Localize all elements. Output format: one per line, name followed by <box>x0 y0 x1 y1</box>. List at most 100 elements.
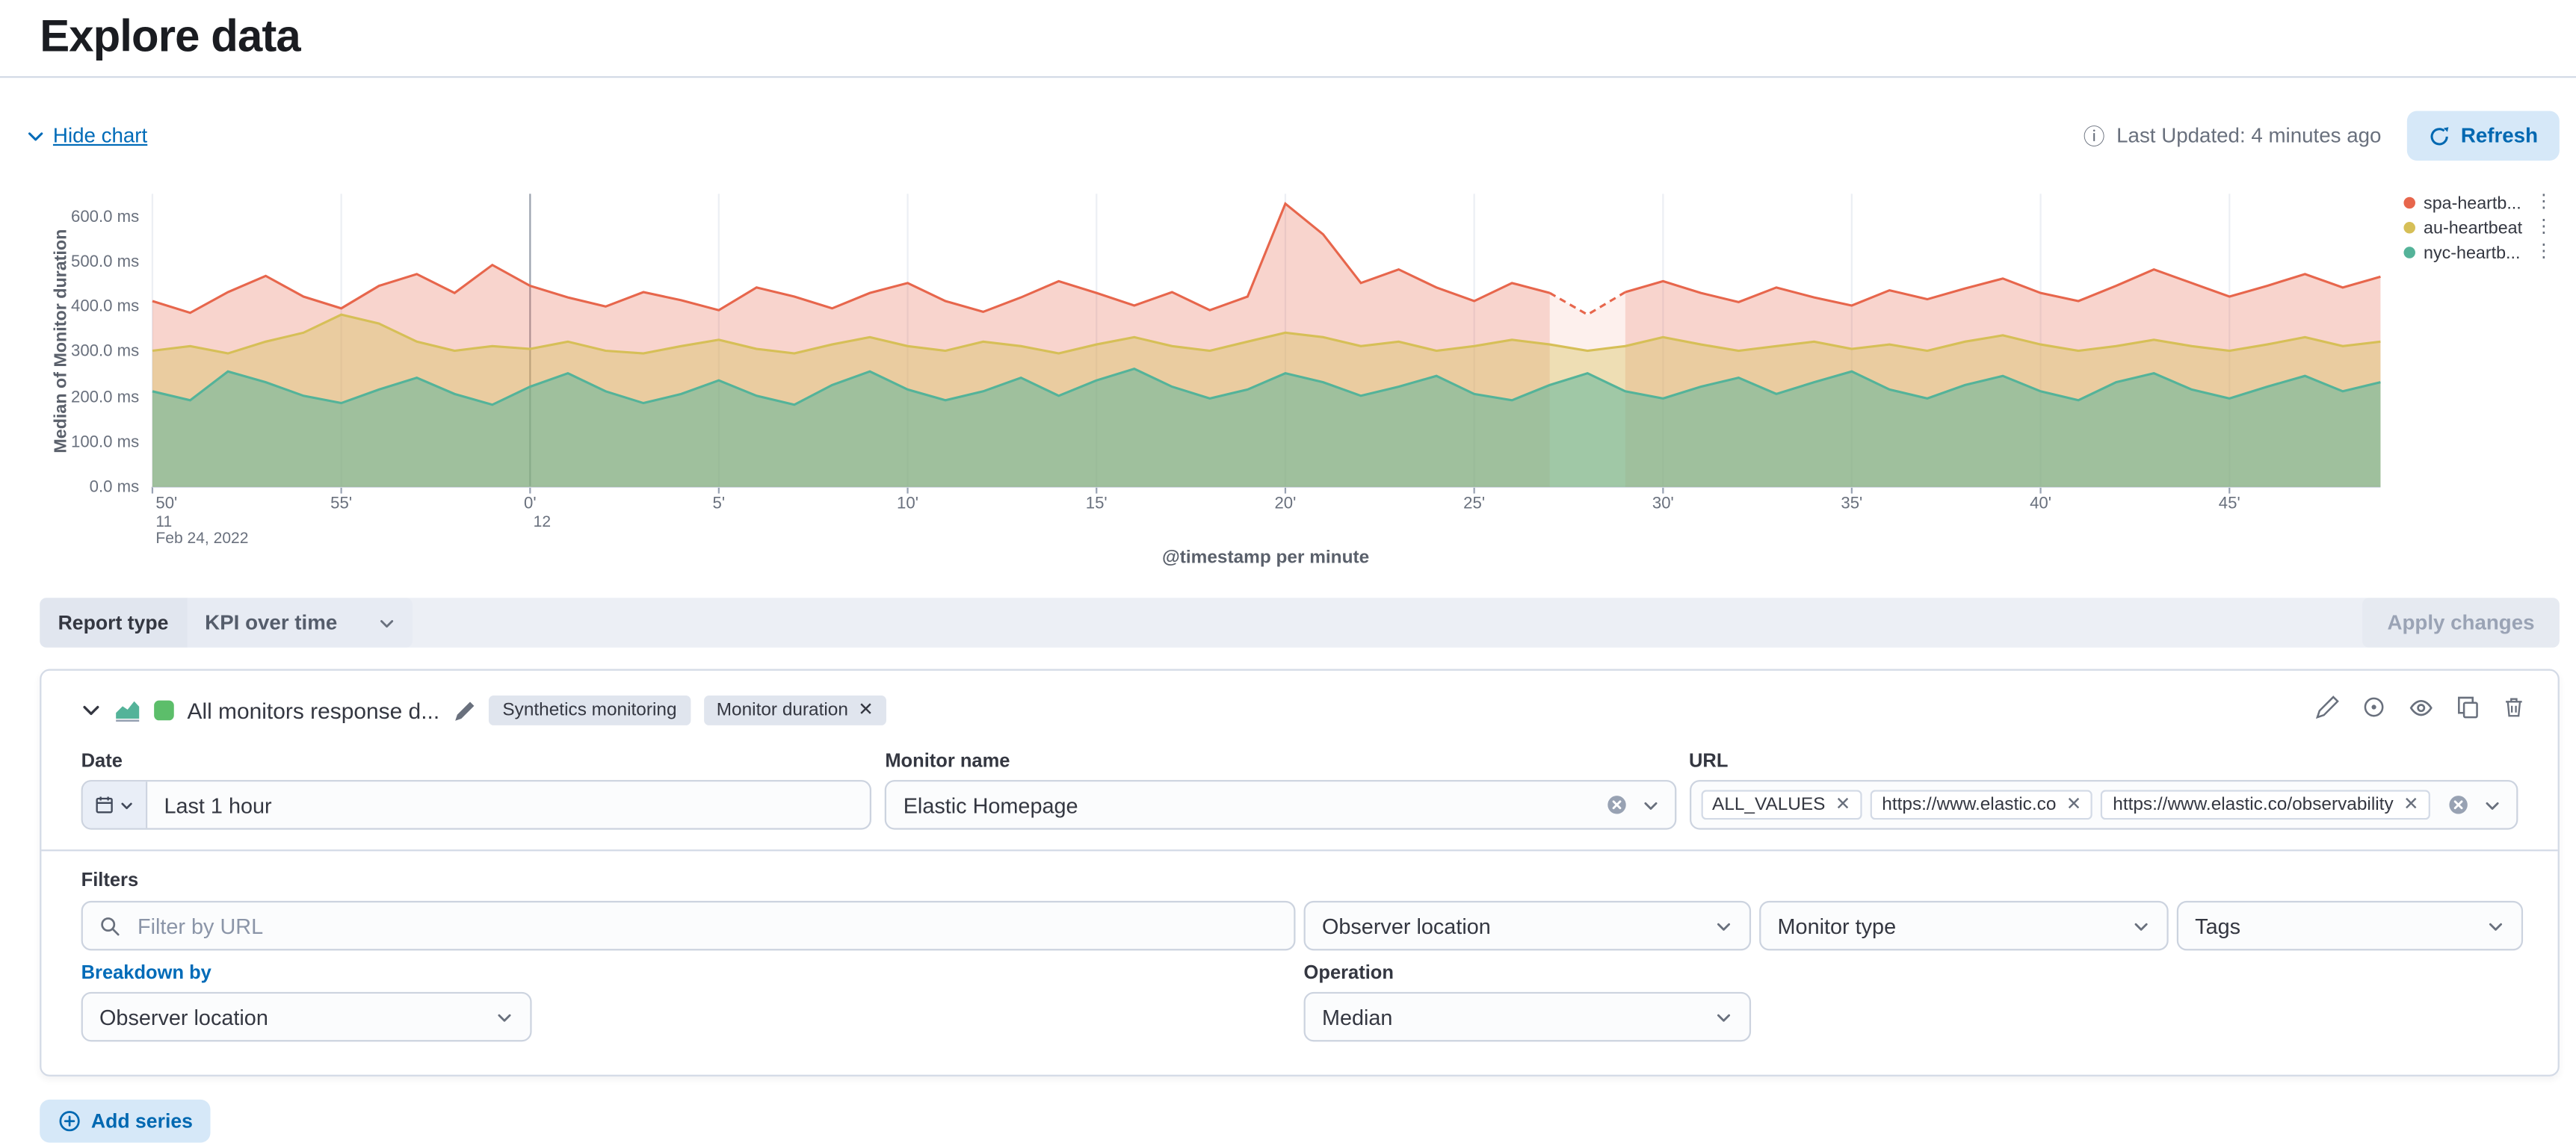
date-label: Date <box>81 752 123 772</box>
url-filter-input[interactable] <box>134 911 1278 940</box>
legend-options-icon[interactable]: ⋮ <box>2534 192 2553 212</box>
y-tick-label: 0.0 ms <box>89 478 140 498</box>
monitor-duration-chart: Median of Monitor duration 600.0 ms 500.0… <box>0 181 2576 575</box>
chart-plot-area[interactable] <box>151 193 2384 497</box>
remove-tag-icon[interactable]: ✕ <box>2066 793 2082 814</box>
add-series-button[interactable]: Add series <box>40 1099 211 1143</box>
breakdown-by-label: Breakdown by <box>81 964 211 984</box>
y-tick-label: 600.0 ms <box>71 208 140 226</box>
delete-series-icon[interactable] <box>2503 696 2524 719</box>
monitor-name-field: Monitor name Elastic Homepage <box>885 752 1676 830</box>
breakdown-row: Breakdown by Observer location Operation… <box>81 964 2518 1042</box>
chevron-down-icon <box>1717 1013 1731 1021</box>
chevron-down-icon <box>2489 922 2503 930</box>
duplicate-series-icon[interactable] <box>2456 696 2480 719</box>
info-icon: ⓘ <box>2083 123 2105 149</box>
y-tick-label: 400.0 ms <box>71 298 140 317</box>
filter-select-value: Observer location <box>1321 913 1491 938</box>
x-context-date: Feb 24, 2022 <box>155 530 249 548</box>
observer-location-filter-select[interactable]: Observer location <box>1303 900 1752 951</box>
tags-filter-select[interactable]: Tags <box>2176 900 2524 951</box>
operation-label: Operation <box>1303 964 1394 984</box>
url-tag[interactable]: https://www.elastic.co/observability ✕ <box>2101 790 2430 820</box>
inspect-series-icon[interactable] <box>2362 696 2385 719</box>
refresh-icon <box>2431 126 2450 145</box>
apply-changes-button[interactable]: Apply changes <box>2362 598 2560 648</box>
series-panel: All monitors response d... Synthetics mo… <box>40 669 2560 1077</box>
breakdown-by-select[interactable]: Observer location <box>81 991 532 1042</box>
monitor-name-value: Elastic Homepage <box>903 792 1078 817</box>
series-badges: Synthetics monitoring Monitor duration ✕ <box>476 696 887 725</box>
chevron-down-icon <box>28 131 43 140</box>
page-header: Explore data <box>0 0 2576 78</box>
clear-selection-icon[interactable] <box>2447 793 2470 817</box>
page-title: Explore data <box>40 11 301 62</box>
series-actions <box>2315 696 2524 720</box>
x-context-hour-boundary: 12 <box>533 513 552 532</box>
series-badge[interactable]: Monitor duration ✕ <box>702 696 887 725</box>
date-quick-select-button[interactable] <box>82 781 148 828</box>
report-type-value: KPI over time <box>205 610 338 635</box>
series-color-swatch[interactable] <box>154 700 174 721</box>
x-tick-label: 35' <box>1841 495 1863 514</box>
monitor-name-select[interactable]: Elastic Homepage <box>885 780 1676 830</box>
legend-color-dot <box>2403 222 2415 234</box>
hide-chart-label: Hide chart <box>52 124 148 148</box>
x-tick-label: 0' <box>524 495 537 514</box>
chevron-down-icon <box>498 1013 511 1021</box>
edit-series-icon[interactable] <box>2315 696 2339 719</box>
report-type-bar: Report type KPI over time Apply changes <box>40 598 2560 648</box>
chevron-down-icon <box>1717 922 1731 930</box>
monitor-type-filter-select[interactable]: Monitor type <box>1759 900 2169 951</box>
url-combo-box[interactable]: ALL_VALUES ✕ https://www.elastic.co ✕ https:… <box>1689 780 2518 830</box>
chevron-down-icon <box>121 802 132 808</box>
report-type-select[interactable]: KPI over time <box>186 598 413 648</box>
monitor-name-label: Monitor name <box>885 752 1010 772</box>
remove-badge-icon[interactable]: ✕ <box>858 699 874 720</box>
operation-select[interactable]: Median <box>1303 991 1752 1042</box>
url-tag[interactable]: https://www.elastic.co ✕ <box>1870 790 2093 820</box>
hide-series-icon[interactable] <box>2409 696 2433 720</box>
collapse-series-icon[interactable] <box>81 701 102 721</box>
plus-circle-icon <box>59 1111 80 1132</box>
x-tick-label: 50' <box>155 495 178 514</box>
breakdown-by-value: Observer location <box>99 1004 268 1029</box>
y-axis-ticks: 600.0 ms 500.0 ms 400.0 ms 300.0 ms 200.0 ms… <box>0 193 140 497</box>
chevron-down-icon[interactable] <box>1641 796 1659 814</box>
filters-label: Filters <box>81 870 139 891</box>
date-value: Last 1 hour <box>164 792 272 817</box>
search-icon <box>101 916 120 935</box>
badge-label: Monitor duration <box>716 700 848 721</box>
x-tick-label: 20' <box>1274 495 1297 514</box>
y-tick-label: 100.0 ms <box>71 433 140 452</box>
url-filter-search[interactable] <box>81 900 1296 951</box>
url-tag[interactable]: ALL_VALUES ✕ <box>1700 790 1862 820</box>
x-tick-label: 45' <box>2218 495 2240 514</box>
hide-chart-toggle[interactable]: Hide chart <box>26 124 147 147</box>
x-axis-title: @timestamp per minute <box>1161 548 1370 569</box>
series-badge[interactable]: Synthetics monitoring <box>489 696 691 725</box>
chevron-down-icon[interactable] <box>2483 796 2501 814</box>
refresh-button[interactable]: Refresh <box>2407 111 2560 161</box>
date-picker[interactable]: Last 1 hour <box>81 780 872 830</box>
legend-options-icon[interactable]: ⋮ <box>2534 217 2553 237</box>
remove-tag-icon[interactable]: ✕ <box>2403 793 2419 814</box>
clear-selection-icon[interactable] <box>1604 793 1628 817</box>
legend-item[interactable]: nyc-heartb... ⋮ <box>2403 240 2559 264</box>
legend-label: nyc-heartb... <box>2424 242 2521 263</box>
series-panel-header: All monitors response d... Synthetics mo… <box>81 693 2522 729</box>
remove-tag-icon[interactable]: ✕ <box>1835 793 1851 814</box>
url-tag-label: https://www.elastic.co <box>1882 795 2057 815</box>
url-tag-label: ALL_VALUES <box>1712 795 1826 815</box>
filters-row: Observer location Monitor type Tags <box>81 900 2524 951</box>
series-title: All monitors response d... <box>187 698 440 723</box>
edit-name-icon[interactable] <box>454 700 476 722</box>
legend-options-icon[interactable]: ⋮ <box>2534 241 2553 262</box>
last-updated-text: Last Updated: 4 minutes ago <box>2116 124 2382 148</box>
legend-item[interactable]: au-heartbeat ⋮ <box>2403 215 2559 240</box>
url-tags: ALL_VALUES ✕ https://www.elastic.co ✕ https:… <box>1690 790 2430 820</box>
badge-label: Synthetics monitoring <box>502 700 677 721</box>
legend-item[interactable]: spa-heartb... ⋮ <box>2403 190 2559 215</box>
url-label: URL <box>1689 752 1729 772</box>
